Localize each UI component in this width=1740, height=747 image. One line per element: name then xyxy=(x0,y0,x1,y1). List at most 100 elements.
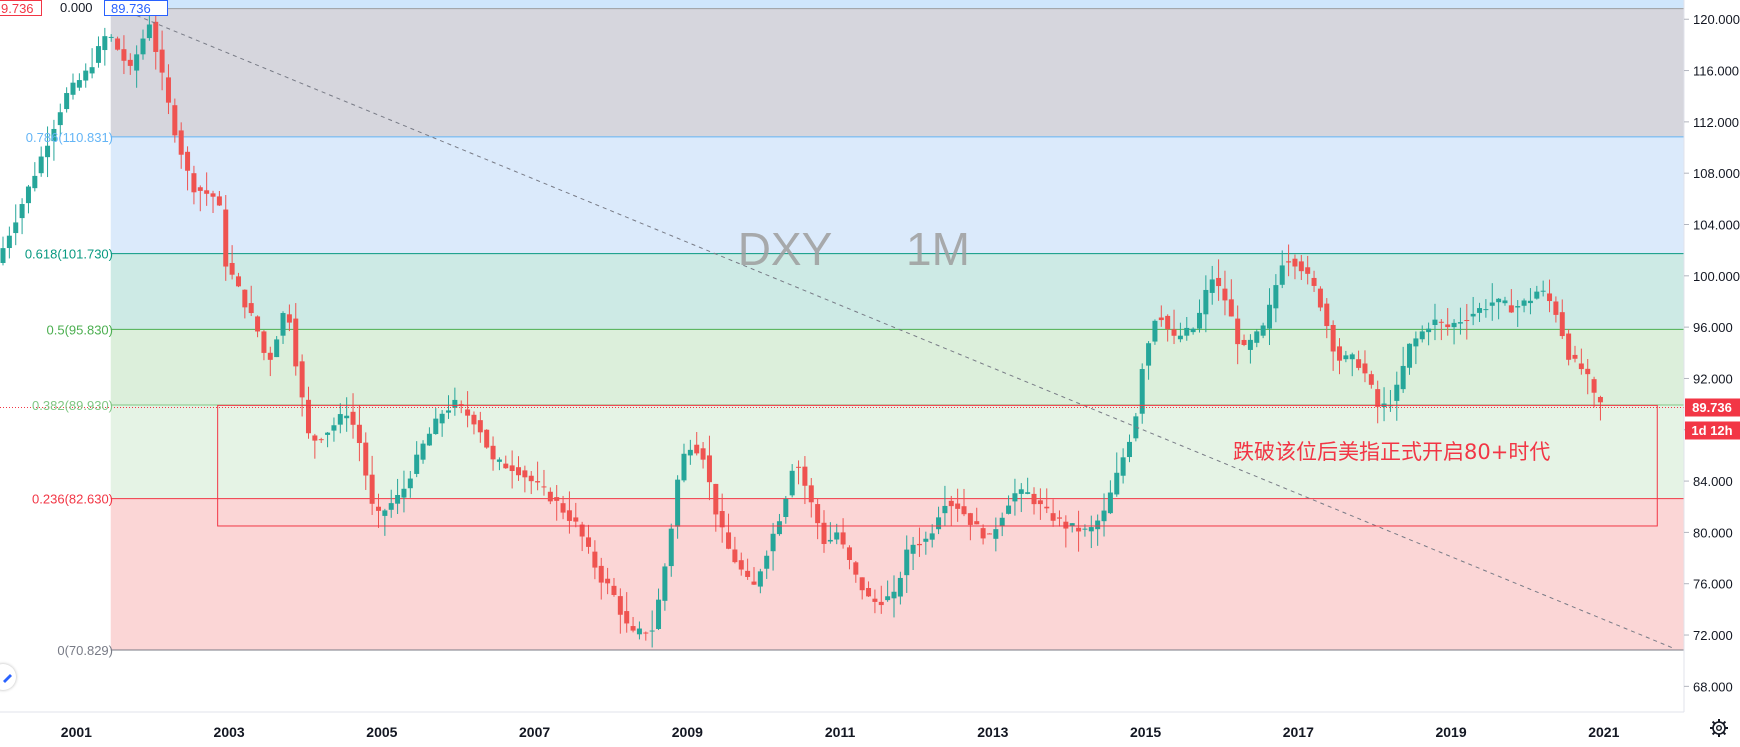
candle xyxy=(490,436,496,471)
candle xyxy=(986,533,992,535)
price-tick-10: 80.000 xyxy=(1693,525,1733,540)
candle xyxy=(821,510,827,553)
top-value-box-1: 9.736 xyxy=(0,0,42,16)
candle xyxy=(484,429,490,449)
candle xyxy=(25,184,31,214)
candle xyxy=(1152,319,1158,345)
time-tick-6: 2013 xyxy=(977,724,1008,740)
candle xyxy=(1146,341,1152,380)
candle xyxy=(1101,493,1107,537)
candle xyxy=(885,580,891,602)
candle xyxy=(331,417,337,442)
highlight-box[interactable] xyxy=(217,404,1658,527)
candle xyxy=(630,616,636,633)
candle xyxy=(1553,296,1559,323)
candle xyxy=(662,563,668,611)
top-value-1: 9.736 xyxy=(1,1,34,16)
candle xyxy=(1305,255,1311,285)
candle xyxy=(955,488,961,522)
price-tick-7: 92.000 xyxy=(1693,371,1733,386)
candle xyxy=(89,48,95,79)
last-price-value: 89.736 xyxy=(1692,400,1732,415)
candle xyxy=(19,198,25,235)
candle xyxy=(350,393,356,439)
candle xyxy=(446,395,452,419)
candle xyxy=(1445,308,1451,336)
price-axis[interactable] xyxy=(1683,0,1740,712)
candle xyxy=(414,441,420,478)
candle xyxy=(751,567,757,585)
candle xyxy=(223,195,229,281)
candle xyxy=(1438,319,1444,341)
last-price-badge: 89.736 1d 12h xyxy=(1685,398,1740,440)
candle xyxy=(197,185,203,212)
candle xyxy=(586,524,592,554)
candle xyxy=(1095,514,1101,546)
gear-icon[interactable] xyxy=(1708,717,1730,739)
candle xyxy=(51,119,57,161)
candle xyxy=(178,122,184,169)
candle xyxy=(528,471,534,495)
candle xyxy=(846,545,852,570)
fib-label-3: 0.5(95.830) xyxy=(47,322,114,337)
candle xyxy=(57,103,63,137)
candle xyxy=(535,461,541,491)
candle xyxy=(961,488,967,517)
candle xyxy=(1356,350,1362,371)
candle xyxy=(999,512,1005,537)
candle xyxy=(1330,320,1336,371)
time-axis[interactable] xyxy=(0,711,1740,747)
candle xyxy=(1114,452,1120,497)
candle xyxy=(255,315,261,338)
candle xyxy=(796,460,802,485)
candle xyxy=(420,440,426,464)
candle xyxy=(1006,495,1012,515)
candle xyxy=(439,410,445,437)
candle xyxy=(32,162,38,192)
candle xyxy=(904,535,910,593)
candle xyxy=(1196,299,1202,333)
candle xyxy=(1063,515,1069,548)
candle xyxy=(477,411,483,443)
candle xyxy=(191,165,197,205)
candle xyxy=(980,524,986,545)
time-tick-10: 2021 xyxy=(1588,724,1619,740)
countdown-value: 1d 12h xyxy=(1691,423,1732,438)
candle xyxy=(1559,299,1565,339)
candle xyxy=(573,502,579,528)
candle xyxy=(1375,380,1381,424)
candle xyxy=(1025,477,1031,495)
candle xyxy=(923,531,929,555)
trend-line[interactable] xyxy=(114,5,1673,649)
drawing-tool-icon[interactable] xyxy=(0,664,16,690)
candle xyxy=(1235,305,1241,365)
candle xyxy=(261,330,267,361)
candle xyxy=(471,411,477,435)
fib-label-2: 0.618(101.730) xyxy=(25,247,113,262)
candle xyxy=(76,73,82,91)
candle xyxy=(375,493,381,528)
candle xyxy=(1496,298,1502,320)
candle xyxy=(605,567,611,595)
fib-label-6: 0(70.829) xyxy=(57,643,113,658)
candle xyxy=(1165,314,1171,342)
candle xyxy=(1222,270,1228,316)
time-tick-0: 2001 xyxy=(61,724,92,740)
candle xyxy=(1171,309,1177,345)
candle xyxy=(878,585,884,614)
candle xyxy=(1254,329,1260,348)
candle xyxy=(929,524,935,548)
annotation-text[interactable]: 跌破该位后美指正式开启80+时代 xyxy=(1233,440,1550,464)
candle xyxy=(1400,346,1406,393)
candle xyxy=(808,478,814,518)
candle xyxy=(706,435,712,501)
candle xyxy=(687,439,693,465)
candle xyxy=(757,568,763,594)
candle xyxy=(45,126,51,178)
candle xyxy=(1413,331,1419,365)
candle xyxy=(1031,487,1037,515)
top-value-box-2: 0.000 xyxy=(54,0,104,16)
price-tick-3: 108.000 xyxy=(1693,166,1740,181)
candle xyxy=(140,29,146,60)
